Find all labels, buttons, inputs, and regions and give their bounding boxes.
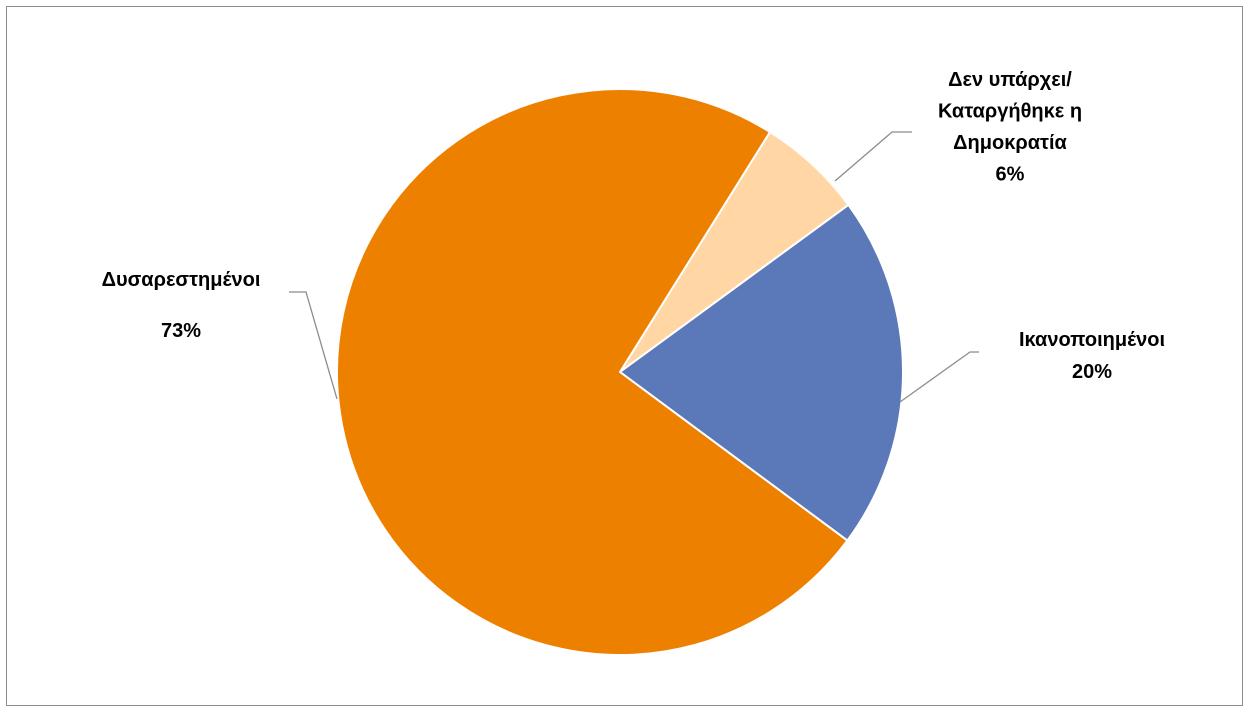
pie-chart: Δεν υπάρχει/Καταργήθηκε η Δημοκρατία 6% Ικα… [102,69,1165,656]
data-label-2: Δυσαρεστημένοι 73% [102,269,261,342]
category-label: Δεν υπάρχει/ [948,69,1072,91]
chart-frame: Δεν υπάρχει/Καταργήθηκε η Δημοκρατία 6% Ικα… [6,6,1243,706]
percent-label: 20% [1072,361,1112,383]
data-label-0: Δεν υπάρχει/Καταργήθηκε η Δημοκρατία 6% [938,69,1082,186]
category-label: Δυσαρεστημένοι [102,269,261,291]
leader-line-1 [899,351,979,403]
percent-label: 73% [161,320,201,342]
data-labels: Δεν υπάρχει/Καταργήθηκε η Δημοκρατία 6% Ικα… [102,69,1165,383]
leader-line-2 [289,291,338,400]
pie-slices [336,88,905,656]
pie-slice-2 [336,88,849,656]
leader-line-0 [834,131,912,182]
category-label: Καταργήθηκε η [938,101,1082,123]
category-label: Ικανοποιημένοι [1019,329,1165,351]
category-label: Δημοκρατία [953,132,1067,154]
pie-slice-1 [618,203,905,542]
percent-label: 6% [996,164,1025,186]
data-label-1: Ικανοποιημένοι 20% [1019,329,1165,383]
leader-lines [289,131,979,403]
